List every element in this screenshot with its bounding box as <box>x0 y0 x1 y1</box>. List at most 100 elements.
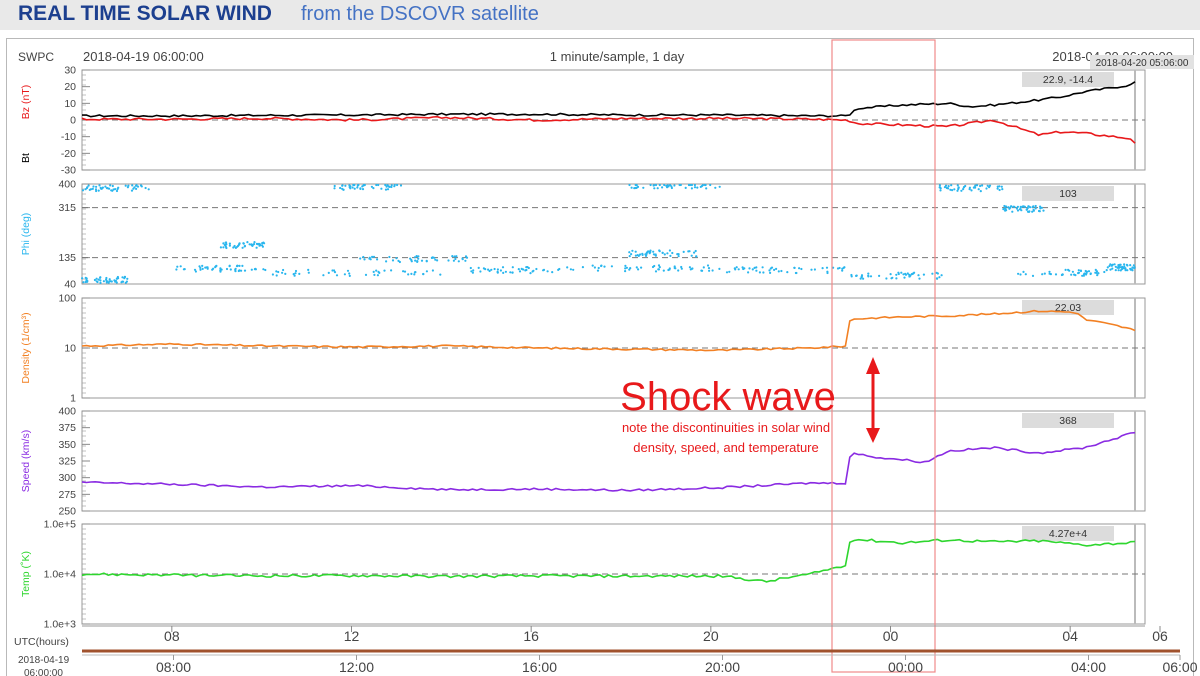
phi-point <box>219 246 222 249</box>
phi-point <box>238 264 241 267</box>
phi-point <box>1119 269 1122 272</box>
phi-point <box>1000 185 1003 188</box>
phi-point <box>380 187 383 190</box>
phi-point <box>420 259 424 262</box>
series-bz-line <box>81 115 1136 144</box>
phi-point <box>947 187 950 190</box>
phi-point <box>718 267 721 270</box>
phi-point <box>363 258 366 261</box>
phi-point <box>646 251 649 254</box>
phi-point <box>307 271 310 274</box>
phi-point <box>92 185 95 188</box>
phi-point <box>81 277 84 280</box>
phi-point <box>95 189 98 193</box>
phi-point <box>85 279 88 282</box>
phi-point <box>292 273 295 276</box>
phi-point <box>410 272 413 275</box>
x-axis-label: UTC(hours) <box>14 636 69 648</box>
phi-point <box>694 249 697 253</box>
phi-point <box>998 185 1001 188</box>
phi-point <box>431 269 434 272</box>
phi-point <box>236 245 239 248</box>
phi-point <box>378 271 381 274</box>
phi-point <box>298 272 301 275</box>
phi-point <box>938 184 942 187</box>
phi-point <box>903 276 906 279</box>
phi-point <box>936 277 939 280</box>
phi-point <box>648 252 651 255</box>
phi-point <box>1125 263 1128 266</box>
y-tick-label: 375 <box>58 422 76 434</box>
phi-point <box>261 245 264 248</box>
phi-point <box>673 265 676 268</box>
phi-point <box>348 274 351 277</box>
phi-point <box>241 246 244 249</box>
phi-point <box>453 255 456 258</box>
phi-point <box>488 269 491 273</box>
phi-point <box>1068 269 1071 272</box>
phi-point <box>693 183 697 187</box>
phi-point <box>193 268 197 271</box>
phi-point <box>657 264 661 267</box>
phi-point <box>107 281 110 284</box>
phi-point <box>1114 265 1117 268</box>
phi-point <box>931 272 934 275</box>
phi-point <box>372 187 375 190</box>
phi-point <box>634 254 638 257</box>
x-tick-label: 04 <box>1062 628 1078 644</box>
phi-point <box>455 255 458 258</box>
phi-point <box>461 257 464 260</box>
phi-point <box>271 273 274 276</box>
phi-point <box>375 183 378 187</box>
phi-point <box>1010 205 1013 208</box>
page-title: REAL TIME SOLAR WIND <box>18 2 272 25</box>
phi-point <box>661 186 664 189</box>
phi-point <box>1118 264 1121 267</box>
phi-point <box>889 273 892 276</box>
phi-point <box>950 184 953 187</box>
phi-point <box>105 276 108 280</box>
phi-point <box>688 250 691 253</box>
phi-point <box>1081 274 1084 277</box>
phi-point <box>699 185 702 188</box>
phi-point <box>656 187 659 190</box>
page-header: REAL TIME SOLAR WIND from the DSCOVR sat… <box>0 0 1200 30</box>
phi-point <box>658 250 661 253</box>
phi-point <box>1039 207 1042 210</box>
phi-point <box>1120 266 1123 269</box>
phi-point <box>654 270 658 273</box>
phi-point <box>725 271 729 274</box>
y-tick-label: 20 <box>64 81 76 93</box>
readout-box <box>1022 526 1114 541</box>
phi-point <box>1026 210 1030 213</box>
phi-point <box>705 187 708 190</box>
phi-point <box>572 268 575 271</box>
phi-point <box>1109 268 1112 271</box>
phi-point <box>95 277 98 280</box>
phi-point <box>900 271 903 274</box>
phi-point <box>867 272 870 275</box>
phi-point <box>96 280 99 284</box>
phi-point <box>100 187 103 190</box>
phi-point <box>343 273 346 276</box>
phi-point <box>97 278 100 281</box>
phi-point <box>465 256 469 259</box>
phi-point <box>693 251 696 254</box>
phi-point <box>640 266 643 269</box>
phi-point <box>104 185 107 188</box>
phi-point <box>447 259 450 262</box>
phi-point <box>133 186 136 189</box>
phi-point <box>953 188 956 191</box>
readout-value: 368 <box>1059 415 1077 427</box>
phi-point <box>1077 269 1080 272</box>
phi-point <box>275 270 278 273</box>
phi-point <box>407 273 410 276</box>
phi-point <box>416 260 419 263</box>
phi-point <box>1108 264 1111 268</box>
phi-point <box>250 268 253 271</box>
phi-point <box>641 252 644 255</box>
range-tick-label: 12:00 <box>339 659 374 675</box>
phi-point <box>454 257 457 261</box>
range-tick-label: 20:00 <box>705 659 740 675</box>
phi-point <box>246 241 249 244</box>
